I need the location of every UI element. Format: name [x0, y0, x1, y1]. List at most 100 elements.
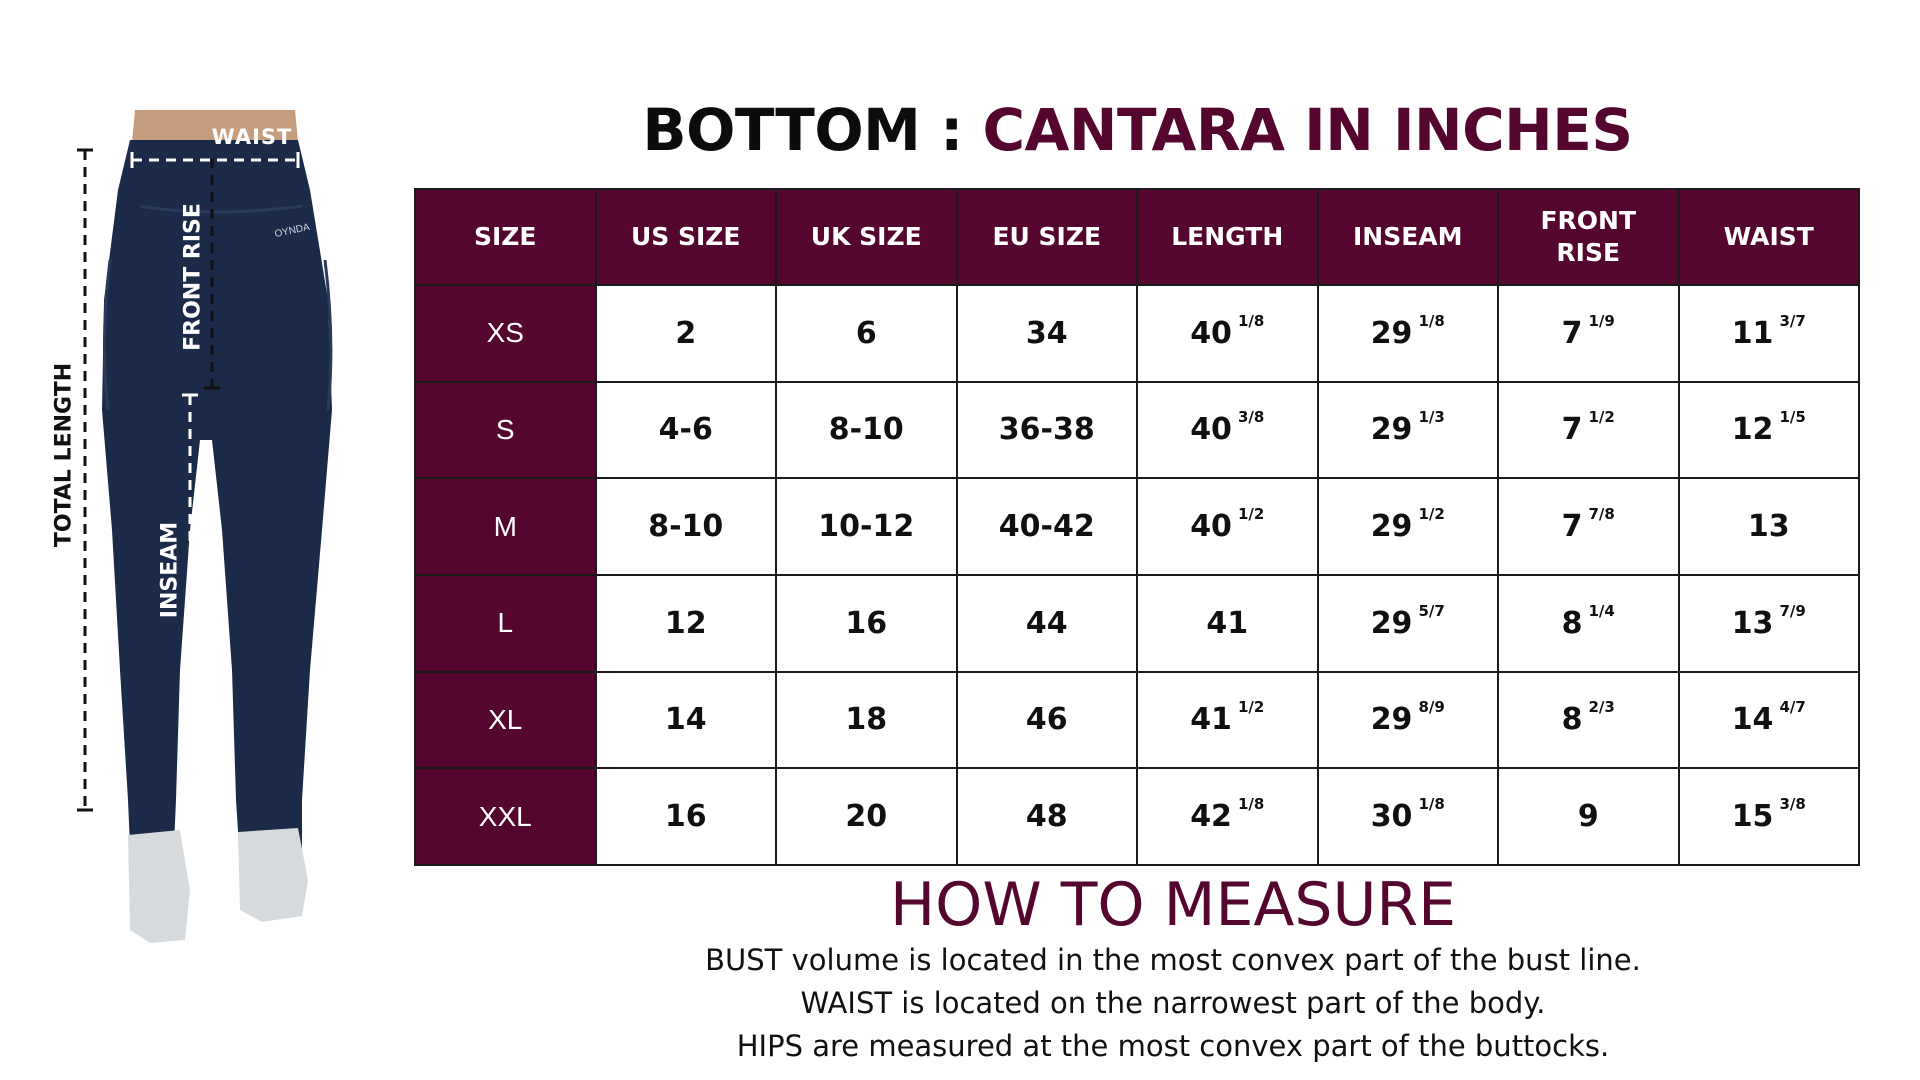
- right-shoe: [238, 828, 308, 922]
- value-whole: 29: [1370, 315, 1413, 351]
- cell-us: 16: [594, 767, 777, 866]
- value-fraction: 1/2: [1588, 408, 1615, 427]
- table-row: S 4-6 8-10 36-38 40 3/8 29 1/3 7 1/2 12 1/5: [414, 380, 1860, 480]
- value-fraction: 1/2: [1237, 698, 1265, 717]
- value-fraction: 3/8: [1779, 795, 1806, 814]
- value-whole: 41: [1206, 605, 1249, 641]
- cell-eu: 36-38: [955, 380, 1138, 480]
- value-fraction: 7/8: [1588, 505, 1615, 524]
- size-cell: XXL: [414, 767, 597, 866]
- value-fraction: 2/3: [1588, 698, 1615, 717]
- column-header: FRONT RISE: [1497, 188, 1680, 286]
- cell-us: 8-10: [594, 477, 777, 576]
- cell-length: 42 1/8: [1136, 767, 1319, 866]
- cell-inseam: 29 1/2: [1316, 477, 1499, 576]
- cell-uk: 6: [775, 284, 958, 383]
- value-whole: 7: [1561, 315, 1583, 351]
- cell-uk: 16: [775, 573, 958, 673]
- front-rise-label: FRONT RISE: [180, 203, 206, 351]
- cell-waist: 12 1/5: [1677, 380, 1860, 480]
- cell-eu: 46: [955, 670, 1138, 770]
- cell-waist: 15 3/8: [1677, 767, 1860, 866]
- value-whole: 42: [1190, 799, 1232, 835]
- value-fraction: 1/8: [1237, 795, 1265, 814]
- value-whole: 8: [1561, 605, 1583, 641]
- column-header: WAIST: [1677, 188, 1860, 286]
- size-chart-table: SIZE US SIZE UK SIZE EU SIZE LENGTH INSE…: [414, 188, 1860, 866]
- value-fraction: 1/9: [1588, 311, 1615, 330]
- cell-waist: 13 7/9: [1677, 573, 1860, 673]
- cell-length: 40 1/2: [1136, 477, 1319, 576]
- column-header: INSEAM: [1316, 188, 1499, 286]
- waist-label: WAIST: [211, 125, 293, 149]
- column-header-text: FRONT RISE: [1540, 206, 1637, 267]
- value-whole: 7: [1561, 412, 1583, 448]
- value-whole: 13: [1731, 605, 1774, 641]
- total-length-label: TOTAL LENGTH: [51, 362, 77, 548]
- cell-waist: 13: [1677, 477, 1860, 576]
- value-whole: 30: [1370, 799, 1413, 835]
- cell-us: 14: [594, 670, 777, 770]
- table-row: M 8-10 10-12 40-42 40 1/2 29 1/2 7 7/8 13: [414, 477, 1860, 576]
- cell-inseam: 29 1/3: [1316, 380, 1499, 480]
- cell-eu: 34: [955, 284, 1138, 383]
- value-fraction: 3/7: [1779, 311, 1806, 330]
- cell-waist: 11 3/7: [1677, 284, 1860, 383]
- value-whole: 13: [1747, 509, 1790, 545]
- value-whole: 40: [1190, 412, 1232, 448]
- column-header: EU SIZE: [955, 188, 1138, 286]
- value-fraction: 4/7: [1779, 698, 1806, 717]
- value-fraction: 1/4: [1588, 601, 1615, 620]
- cell-length: 40 3/8: [1136, 380, 1319, 480]
- value-whole: 40: [1190, 315, 1232, 351]
- cell-uk: 10-12: [775, 477, 958, 576]
- value-whole: 41: [1190, 702, 1232, 738]
- value-whole: 7: [1561, 509, 1583, 545]
- table-body: XS 2 6 34 40 1/8 29 1/8 7 1/9 11 3/7 S 4-6 8-10 36-38 40…: [414, 284, 1860, 866]
- cell-us: 12: [594, 573, 777, 673]
- value-fraction: 1/2: [1237, 505, 1265, 524]
- title-prefix: BOTTOM :: [642, 96, 983, 164]
- cell-front-rise: 9: [1497, 767, 1680, 866]
- cell-us: 2: [594, 284, 777, 383]
- cell-eu: 40-42: [955, 477, 1138, 576]
- value-fraction: 1/8: [1237, 311, 1265, 330]
- value-fraction: 1/8: [1418, 311, 1445, 330]
- size-cell: XL: [414, 670, 597, 770]
- size-cell: M: [414, 477, 597, 576]
- value-fraction: 1/5: [1779, 408, 1806, 427]
- size-cell: S: [414, 380, 597, 480]
- table-header-row: SIZE US SIZE UK SIZE EU SIZE LENGTH INSE…: [414, 188, 1860, 286]
- table-row: XXL 16 20 48 42 1/8 30 1/8 9 15 3/8: [414, 767, 1860, 866]
- value-whole: 29: [1370, 702, 1413, 738]
- pants-illustration: OYNDA: [77, 110, 333, 943]
- cell-front-rise: 7 1/2: [1497, 380, 1680, 480]
- table-row: XL 14 18 46 41 1/2 29 8/9 8 2/3 14 4/7: [414, 670, 1860, 770]
- cell-length: 41: [1136, 573, 1319, 673]
- cell-waist: 14 4/7: [1677, 670, 1860, 770]
- size-cell: L: [414, 573, 597, 673]
- value-fraction: 1/8: [1418, 795, 1445, 814]
- value-whole: 9: [1577, 799, 1599, 835]
- how-to-measure-line: HIPS are measured at the most convex par…: [736, 1029, 1610, 1063]
- cell-uk: 20: [775, 767, 958, 866]
- table-row: L 12 16 44 41 29 5/7 8 1/4 13 7/9: [414, 573, 1860, 673]
- value-whole: 11: [1731, 315, 1774, 351]
- value-fraction: 5/7: [1418, 601, 1445, 620]
- value-whole: 29: [1370, 412, 1413, 448]
- cell-uk: 18: [775, 670, 958, 770]
- cell-length: 41 1/2: [1136, 670, 1319, 770]
- cell-front-rise: 7 7/8: [1497, 477, 1680, 576]
- cell-inseam: 29 5/7: [1316, 573, 1499, 673]
- cell-front-rise: 8 1/4: [1497, 573, 1680, 673]
- column-header: LENGTH: [1136, 188, 1319, 286]
- value-fraction: 1/2: [1418, 505, 1445, 524]
- cell-front-rise: 8 2/3: [1497, 670, 1680, 770]
- left-shoe: [128, 830, 190, 943]
- value-whole: 29: [1370, 509, 1413, 545]
- value-whole: 29: [1370, 605, 1413, 641]
- value-whole: 40: [1190, 509, 1232, 545]
- pants-measurement-figure: OYNDA WAIST FRONT RISE TOTAL LENGTH INSE…: [40, 110, 380, 943]
- cell-length: 40 1/8: [1136, 284, 1319, 383]
- size-cell: XS: [414, 284, 597, 383]
